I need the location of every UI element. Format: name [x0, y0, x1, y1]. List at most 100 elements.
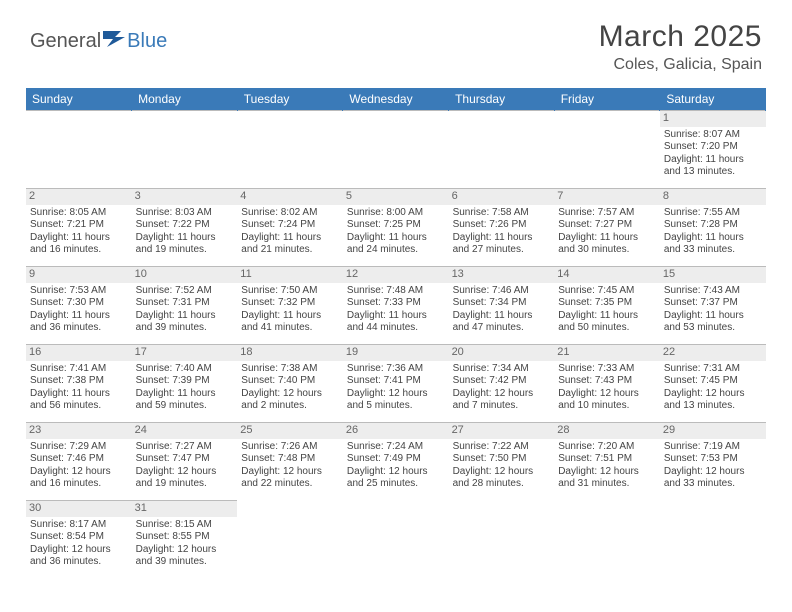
day-day2: and 39 minutes. — [136, 322, 234, 335]
calendar-day-cell: 16Sunrise: 7:41 AMSunset: 7:38 PMDayligh… — [26, 345, 132, 423]
day-day2: and 13 minutes. — [664, 400, 762, 413]
calendar-day-cell: 25Sunrise: 7:26 AMSunset: 7:48 PMDayligh… — [237, 423, 343, 501]
day-sunrise: Sunrise: 7:57 AM — [558, 207, 656, 220]
day-number: 1 — [660, 111, 766, 127]
day-sunrise: Sunrise: 8:02 AM — [241, 207, 339, 220]
calendar-day-cell: 2Sunrise: 8:05 AMSunset: 7:21 PMDaylight… — [26, 189, 132, 267]
calendar-day-cell: 8Sunrise: 7:55 AMSunset: 7:28 PMDaylight… — [660, 189, 766, 267]
day-number: 11 — [237, 267, 343, 283]
day-sunset: Sunset: 7:32 PM — [241, 297, 339, 310]
calendar-day-cell — [237, 111, 343, 189]
day-day2: and 53 minutes. — [664, 322, 762, 335]
day-day1: Daylight: 11 hours — [241, 232, 339, 245]
title-block: March 2025 Coles, Galicia, Spain — [599, 20, 762, 74]
calendar-day-cell: 31Sunrise: 8:15 AMSunset: 8:55 PMDayligh… — [132, 501, 238, 579]
day-sunset: Sunset: 7:50 PM — [453, 453, 551, 466]
day-sunset: Sunset: 7:31 PM — [136, 297, 234, 310]
calendar-week-row: 16Sunrise: 7:41 AMSunset: 7:38 PMDayligh… — [26, 345, 766, 423]
calendar-day-cell: 20Sunrise: 7:34 AMSunset: 7:42 PMDayligh… — [449, 345, 555, 423]
day-day1: Daylight: 12 hours — [347, 466, 445, 479]
day-day2: and 5 minutes. — [347, 400, 445, 413]
calendar-day-cell: 22Sunrise: 7:31 AMSunset: 7:45 PMDayligh… — [660, 345, 766, 423]
day-day2: and 31 minutes. — [558, 478, 656, 491]
day-number: 26 — [343, 423, 449, 439]
day-sunrise: Sunrise: 7:58 AM — [453, 207, 551, 220]
calendar-day-cell: 7Sunrise: 7:57 AMSunset: 7:27 PMDaylight… — [554, 189, 660, 267]
day-sunset: Sunset: 7:47 PM — [136, 453, 234, 466]
calendar-day-cell: 9Sunrise: 7:53 AMSunset: 7:30 PMDaylight… — [26, 267, 132, 345]
day-sunrise: Sunrise: 8:00 AM — [347, 207, 445, 220]
calendar-day-cell — [132, 111, 238, 189]
day-sunrise: Sunrise: 7:31 AM — [664, 363, 762, 376]
page-header: GeneralBlue March 2025 Coles, Galicia, S… — [0, 0, 792, 82]
weekday-header: Sunday — [26, 88, 132, 111]
weekday-header: Wednesday — [343, 88, 449, 111]
day-number: 3 — [132, 189, 238, 205]
weekday-header: Tuesday — [237, 88, 343, 111]
month-title: March 2025 — [599, 20, 762, 54]
weekday-header-row: SundayMondayTuesdayWednesdayThursdayFrid… — [26, 88, 766, 111]
day-day2: and 19 minutes. — [136, 478, 234, 491]
day-day1: Daylight: 12 hours — [241, 466, 339, 479]
day-sunrise: Sunrise: 7:45 AM — [558, 285, 656, 298]
weekday-header: Saturday — [660, 88, 766, 111]
day-day2: and 2 minutes. — [241, 400, 339, 413]
day-day1: Daylight: 12 hours — [558, 388, 656, 401]
day-day2: and 25 minutes. — [347, 478, 445, 491]
day-sunrise: Sunrise: 7:43 AM — [664, 285, 762, 298]
day-sunrise: Sunrise: 7:46 AM — [453, 285, 551, 298]
calendar-day-cell: 28Sunrise: 7:20 AMSunset: 7:51 PMDayligh… — [554, 423, 660, 501]
day-number: 16 — [26, 345, 132, 361]
weekday-header: Thursday — [449, 88, 555, 111]
calendar-day-cell: 29Sunrise: 7:19 AMSunset: 7:53 PMDayligh… — [660, 423, 766, 501]
day-number: 23 — [26, 423, 132, 439]
day-day2: and 36 minutes. — [30, 556, 128, 569]
calendar-day-cell — [554, 501, 660, 579]
day-number: 5 — [343, 189, 449, 205]
day-number: 22 — [660, 345, 766, 361]
calendar-day-cell — [449, 501, 555, 579]
day-sunrise: Sunrise: 7:24 AM — [347, 441, 445, 454]
calendar-day-cell — [449, 111, 555, 189]
day-day1: Daylight: 12 hours — [347, 388, 445, 401]
calendar-day-cell: 27Sunrise: 7:22 AMSunset: 7:50 PMDayligh… — [449, 423, 555, 501]
day-day2: and 19 minutes. — [136, 244, 234, 257]
calendar-body: 1Sunrise: 8:07 AMSunset: 7:20 PMDaylight… — [26, 111, 766, 579]
day-number: 7 — [554, 189, 660, 205]
calendar-day-cell: 4Sunrise: 8:02 AMSunset: 7:24 PMDaylight… — [237, 189, 343, 267]
day-day2: and 33 minutes. — [664, 244, 762, 257]
day-day1: Daylight: 11 hours — [347, 232, 445, 245]
day-sunrise: Sunrise: 7:34 AM — [453, 363, 551, 376]
day-day1: Daylight: 11 hours — [664, 154, 762, 167]
day-sunset: Sunset: 7:41 PM — [347, 375, 445, 388]
day-day1: Daylight: 11 hours — [453, 232, 551, 245]
calendar-day-cell — [343, 501, 449, 579]
day-day2: and 28 minutes. — [453, 478, 551, 491]
calendar-day-cell: 24Sunrise: 7:27 AMSunset: 7:47 PMDayligh… — [132, 423, 238, 501]
calendar-day-cell: 14Sunrise: 7:45 AMSunset: 7:35 PMDayligh… — [554, 267, 660, 345]
flag-icon — [103, 30, 125, 53]
day-sunset: Sunset: 7:40 PM — [241, 375, 339, 388]
day-sunrise: Sunrise: 7:29 AM — [30, 441, 128, 454]
day-sunset: Sunset: 7:43 PM — [558, 375, 656, 388]
day-number: 30 — [26, 501, 132, 517]
day-number: 25 — [237, 423, 343, 439]
logo: GeneralBlue — [30, 30, 167, 53]
day-number: 20 — [449, 345, 555, 361]
day-day2: and 36 minutes. — [30, 322, 128, 335]
day-sunset: Sunset: 7:46 PM — [30, 453, 128, 466]
day-sunset: Sunset: 7:22 PM — [136, 219, 234, 232]
day-number: 8 — [660, 189, 766, 205]
day-number: 19 — [343, 345, 449, 361]
day-sunset: Sunset: 8:54 PM — [30, 531, 128, 544]
day-sunset: Sunset: 7:20 PM — [664, 141, 762, 154]
day-day2: and 39 minutes. — [136, 556, 234, 569]
day-number: 4 — [237, 189, 343, 205]
day-day1: Daylight: 12 hours — [136, 544, 234, 557]
location-text: Coles, Galicia, Spain — [599, 56, 762, 74]
calendar-day-cell: 3Sunrise: 8:03 AMSunset: 7:22 PMDaylight… — [132, 189, 238, 267]
day-day1: Daylight: 11 hours — [453, 310, 551, 323]
day-sunrise: Sunrise: 7:22 AM — [453, 441, 551, 454]
day-sunrise: Sunrise: 7:38 AM — [241, 363, 339, 376]
day-number: 24 — [132, 423, 238, 439]
